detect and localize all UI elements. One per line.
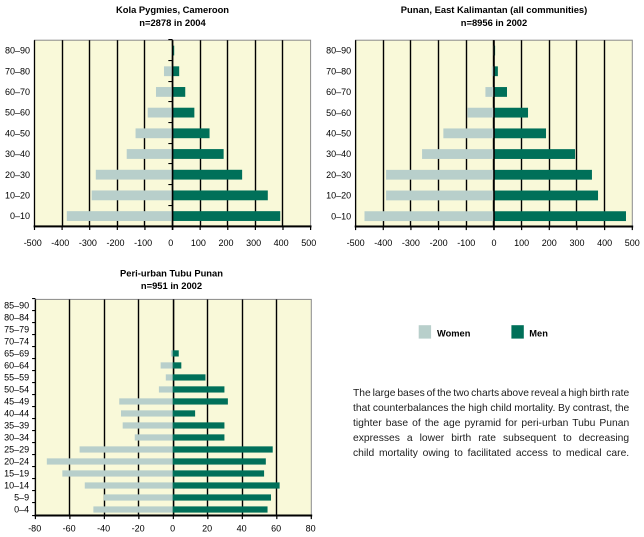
svg-text:40–50: 40–50 bbox=[5, 128, 30, 138]
svg-text:70–80: 70–80 bbox=[326, 66, 351, 76]
svg-text:60–70: 60–70 bbox=[5, 87, 30, 97]
svg-text:Punan, East Kalimantan (all co: Punan, East Kalimantan (all communities) bbox=[401, 4, 588, 15]
svg-text:0–4: 0–4 bbox=[14, 505, 29, 515]
svg-text:10–14: 10–14 bbox=[4, 481, 29, 491]
svg-text:70–74: 70–74 bbox=[4, 337, 29, 347]
svg-text:80: 80 bbox=[306, 524, 316, 534]
svg-text:200: 200 bbox=[542, 238, 557, 248]
svg-text:30–40: 30–40 bbox=[5, 149, 30, 159]
svg-text:50–60: 50–60 bbox=[326, 108, 351, 118]
svg-text:-80: -80 bbox=[28, 524, 41, 534]
svg-text:20–24: 20–24 bbox=[4, 457, 29, 467]
svg-text:-100: -100 bbox=[457, 238, 475, 248]
svg-text:Peri-urban Tubu Punan: Peri-urban Tubu Punan bbox=[120, 268, 223, 279]
svg-text:60–64: 60–64 bbox=[4, 361, 29, 371]
svg-text:70–80: 70–80 bbox=[5, 66, 30, 76]
svg-text:75–79: 75–79 bbox=[4, 325, 29, 335]
svg-text:35–39: 35–39 bbox=[4, 421, 29, 431]
svg-text:-20: -20 bbox=[132, 524, 145, 534]
svg-text:55–59: 55–59 bbox=[4, 373, 29, 383]
svg-text:400: 400 bbox=[597, 238, 612, 248]
svg-text:30–40: 30–40 bbox=[326, 149, 351, 159]
svg-text:400: 400 bbox=[274, 238, 289, 248]
svg-text:n=951 in 2002: n=951 in 2002 bbox=[141, 280, 202, 291]
svg-text:85–90: 85–90 bbox=[4, 301, 29, 311]
svg-text:-60: -60 bbox=[63, 524, 76, 534]
svg-text:60–70: 60–70 bbox=[326, 87, 351, 97]
svg-text:80–90: 80–90 bbox=[326, 46, 351, 56]
svg-text:-500: -500 bbox=[347, 238, 365, 248]
svg-text:-300: -300 bbox=[402, 238, 420, 248]
svg-text:n=2878 in 2004: n=2878 in 2004 bbox=[139, 17, 206, 28]
svg-text:-200: -200 bbox=[107, 238, 125, 248]
svg-text:20: 20 bbox=[202, 524, 212, 534]
svg-text:50–60: 50–60 bbox=[5, 108, 30, 118]
svg-text:500: 500 bbox=[301, 238, 316, 248]
svg-text:0: 0 bbox=[168, 238, 173, 248]
svg-text:10–20: 10–20 bbox=[5, 190, 30, 200]
svg-text:n=8956 in 2002: n=8956 in 2002 bbox=[461, 17, 527, 28]
svg-text:50–54: 50–54 bbox=[4, 385, 29, 395]
svg-text:0–10: 0–10 bbox=[331, 211, 351, 221]
svg-text:-100: -100 bbox=[134, 238, 152, 248]
svg-text:40–50: 40–50 bbox=[326, 128, 351, 138]
svg-text:45–49: 45–49 bbox=[4, 397, 29, 407]
svg-text:40: 40 bbox=[237, 524, 247, 534]
svg-text:0–10: 0–10 bbox=[10, 211, 30, 221]
svg-text:100: 100 bbox=[514, 238, 529, 248]
svg-text:-400: -400 bbox=[374, 238, 392, 248]
svg-text:Women: Women bbox=[437, 328, 471, 338]
svg-text:-300: -300 bbox=[79, 238, 97, 248]
svg-text:10–20: 10–20 bbox=[326, 191, 351, 201]
svg-text:-40: -40 bbox=[97, 524, 110, 534]
svg-text:500: 500 bbox=[625, 238, 640, 248]
svg-text:200: 200 bbox=[218, 238, 233, 248]
svg-text:Men: Men bbox=[529, 328, 548, 338]
svg-text:80–90: 80–90 bbox=[5, 46, 30, 56]
svg-text:5–9: 5–9 bbox=[14, 493, 29, 503]
svg-text:-200: -200 bbox=[430, 238, 448, 248]
svg-text:60: 60 bbox=[271, 524, 281, 534]
svg-text:300: 300 bbox=[569, 238, 584, 248]
svg-text:80–84: 80–84 bbox=[4, 313, 29, 323]
svg-text:65–69: 65–69 bbox=[4, 349, 29, 359]
svg-text:25–29: 25–29 bbox=[4, 445, 29, 455]
svg-text:-500: -500 bbox=[24, 238, 42, 248]
svg-text:20–30: 20–30 bbox=[326, 170, 351, 180]
svg-text:30–34: 30–34 bbox=[4, 433, 29, 443]
svg-text:0: 0 bbox=[491, 238, 496, 248]
svg-text:Kola Pygmies, Cameroon: Kola Pygmies, Cameroon bbox=[116, 4, 229, 15]
svg-text:40–44: 40–44 bbox=[4, 409, 29, 419]
svg-text:15–19: 15–19 bbox=[4, 469, 29, 479]
svg-text:300: 300 bbox=[246, 238, 261, 248]
svg-text:-400: -400 bbox=[51, 238, 69, 248]
svg-text:100: 100 bbox=[191, 238, 206, 248]
svg-text:0: 0 bbox=[170, 524, 175, 534]
svg-text:20–30: 20–30 bbox=[5, 170, 30, 180]
